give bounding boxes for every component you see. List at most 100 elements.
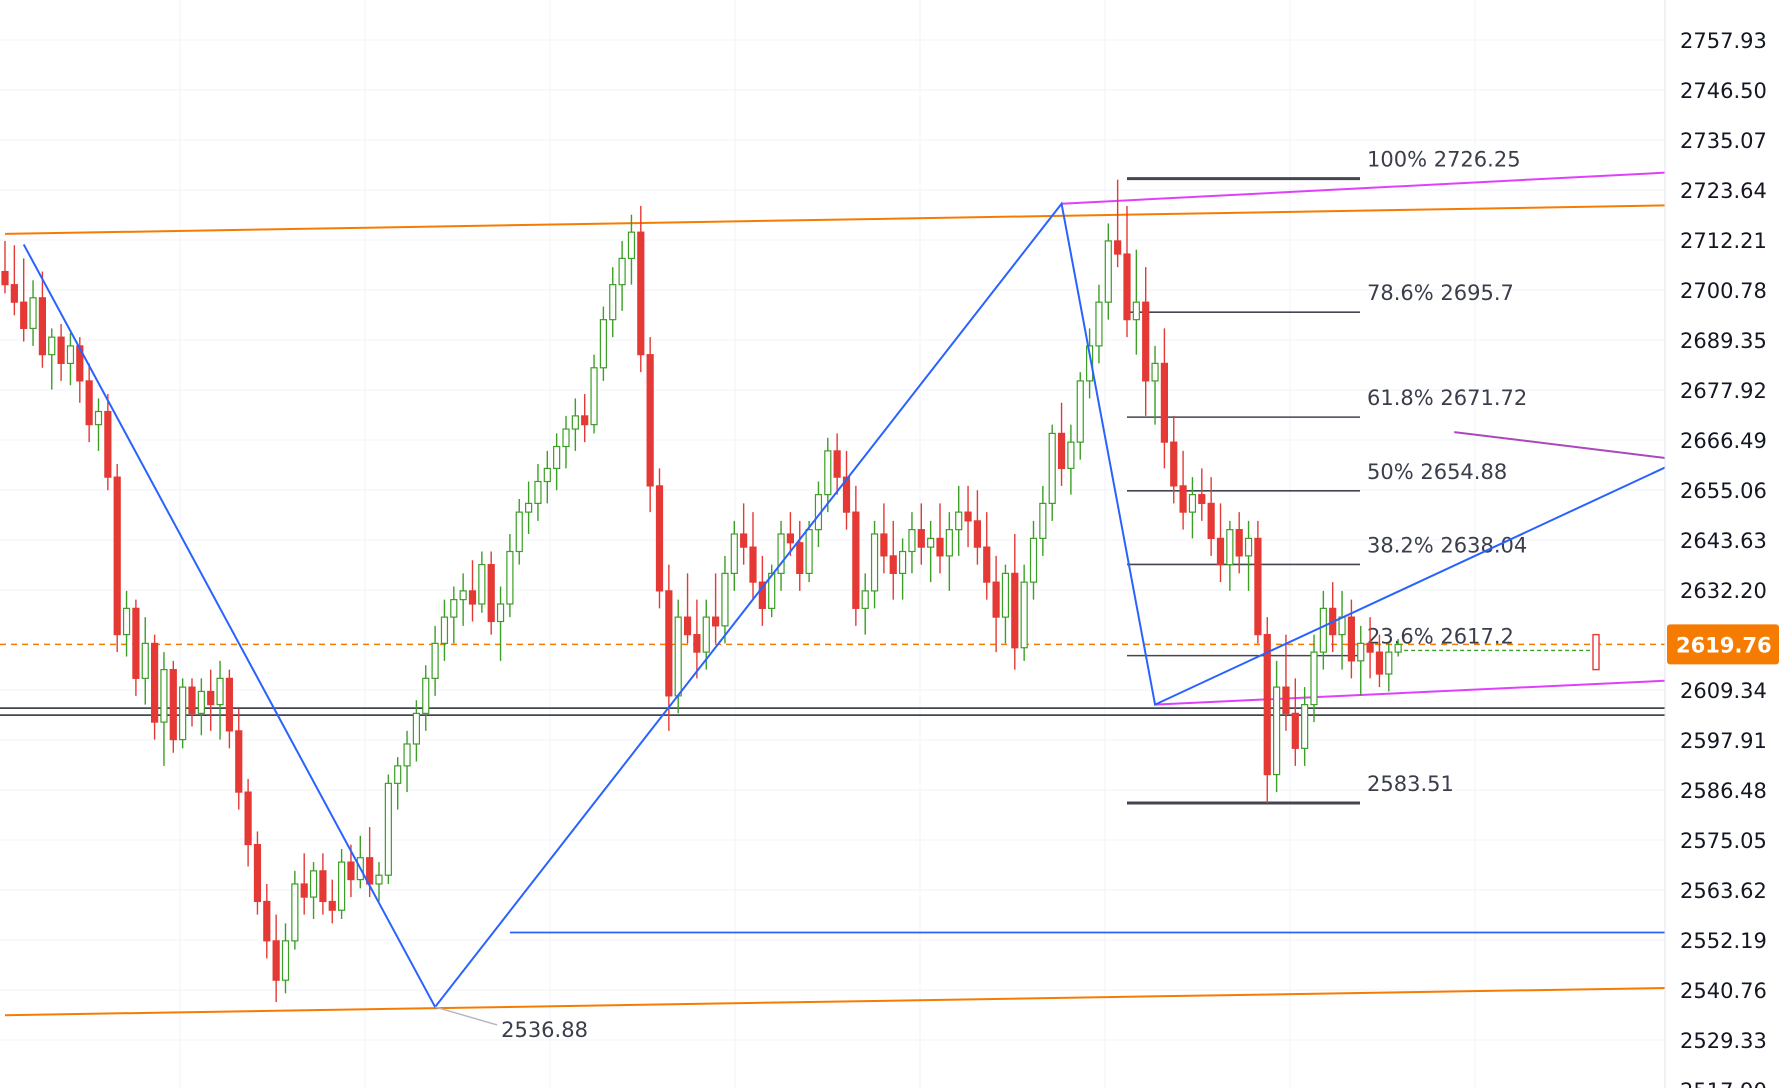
- candle-body: [29, 297, 37, 330]
- candle-body: [889, 555, 897, 574]
- trend-line[interactable]: [4, 960, 1784, 1017]
- candle-body: [833, 450, 841, 478]
- candle-body: [702, 616, 710, 653]
- candle-body: [281, 940, 290, 981]
- candle-body: [422, 677, 430, 714]
- candle-body: [683, 616, 692, 636]
- candle-body: [721, 572, 729, 627]
- candle-body: [440, 616, 449, 644]
- candle-body: [1254, 537, 1262, 636]
- candle-body: [1067, 441, 1075, 469]
- zigzag-lines[interactable]: [22, 179, 1784, 1009]
- candle-body: [104, 410, 112, 478]
- candle-body: [571, 415, 579, 430]
- candle-body: [936, 537, 944, 557]
- candle-body: [693, 634, 701, 653]
- candle-body: [581, 415, 589, 426]
- candle-body: [1039, 502, 1047, 539]
- price-tick-label: 2540.76: [1680, 979, 1767, 1003]
- price-tick-label: 2746.50: [1680, 79, 1767, 103]
- candle-body: [1104, 240, 1112, 303]
- price-tick-label: 2632.20: [1680, 579, 1767, 603]
- trend-line[interactable]: [1155, 617, 1784, 706]
- candle-body: [908, 529, 916, 553]
- candle-body: [1244, 537, 1253, 557]
- current-candle: [1592, 633, 1600, 671]
- candle-body: [637, 231, 645, 356]
- candle-body: [880, 533, 888, 557]
- candle-body: [590, 367, 598, 426]
- candle-body: [1057, 432, 1066, 469]
- price-tick-label: 2597.91: [1680, 729, 1767, 753]
- candle-body: [543, 467, 551, 483]
- price-tick-label: 2700.78: [1680, 279, 1767, 303]
- price-tick-label: 2643.63: [1680, 529, 1767, 553]
- candle-body: [870, 533, 879, 592]
- fib-level-label: 100% 2726.25: [1367, 148, 1521, 172]
- candle-body: [917, 529, 925, 548]
- fib-level-label: 38.2% 2638.04: [1367, 533, 1527, 557]
- trend-line[interactable]: [1061, 108, 1784, 205]
- candle-body: [132, 607, 140, 679]
- fibonacci-retracement[interactable]: 100% 2726.25 78.6% 2695.7 61.8% 2671.72 50%…: [1127, 148, 1527, 805]
- candle-body: [1076, 380, 1084, 443]
- candle-body: [973, 520, 982, 548]
- price-tick-label: 2586.48: [1680, 779, 1767, 803]
- candle-body: [1291, 712, 1299, 749]
- candle-body: [179, 686, 187, 741]
- candle-body: [655, 485, 664, 592]
- candle-body: [646, 354, 654, 487]
- price-tick-label: 2563.62: [1680, 879, 1767, 903]
- annotation-leader: [434, 1006, 498, 1026]
- candle-body: [48, 336, 56, 356]
- candle-body: [10, 284, 18, 303]
- price-tick-label: 2529.33: [1680, 1029, 1767, 1053]
- candle-body: [1160, 362, 1169, 443]
- candle-body: [562, 428, 570, 448]
- candle-body: [1207, 502, 1215, 539]
- candle-body: [328, 900, 336, 911]
- candle-body: [777, 533, 785, 574]
- candle-body: [758, 581, 766, 609]
- candle-body: [1142, 301, 1150, 382]
- candle-body: [1123, 253, 1131, 321]
- price-axis[interactable]: 2757.93 2746.50 2735.07 2723.64 2712.21 2700.…: [1664, 0, 1784, 1088]
- candle-body: [478, 564, 486, 605]
- trend-line[interactable]: [1454, 431, 1784, 559]
- candle-body: [1394, 643, 1402, 653]
- price-tick-label: 2757.93: [1680, 29, 1767, 53]
- candle-body: [1179, 485, 1187, 513]
- candle-body: [1029, 537, 1038, 583]
- candle-body: [384, 782, 392, 876]
- zigzag-polyline[interactable]: [22, 179, 1784, 1009]
- candle-body: [300, 883, 308, 898]
- price-tick-label: 2677.92: [1680, 379, 1767, 403]
- candle-body: [609, 284, 617, 321]
- candle-body: [852, 511, 860, 609]
- chart-grid: [0, 0, 1665, 1088]
- candle-body: [122, 607, 131, 636]
- price-annotations: 2536.88: [434, 1006, 588, 1042]
- candle-body: [141, 642, 149, 679]
- price-tick-label: 2666.49: [1680, 429, 1767, 453]
- candle-body: [225, 677, 233, 732]
- last-price-badge: [1667, 624, 1779, 665]
- candle-body: [796, 542, 804, 574]
- trend-line[interactable]: [4, 176, 1784, 235]
- candle-body: [450, 599, 458, 618]
- candle-body: [927, 537, 935, 548]
- price-tick-label: 2609.34: [1680, 679, 1767, 703]
- candle-body: [394, 765, 402, 784]
- candle-body: [207, 690, 215, 706]
- candle-body: [1001, 572, 1010, 618]
- candle-body: [627, 231, 636, 260]
- candle-body: [1095, 301, 1103, 347]
- candle-body: [1011, 572, 1019, 649]
- price-tick-label: 2655.06: [1680, 479, 1767, 503]
- candle-body: [749, 546, 757, 583]
- candle-body: [459, 590, 467, 601]
- candle-body: [964, 511, 972, 522]
- candle-body: [244, 791, 252, 846]
- candlestick-series: [1, 179, 1600, 1003]
